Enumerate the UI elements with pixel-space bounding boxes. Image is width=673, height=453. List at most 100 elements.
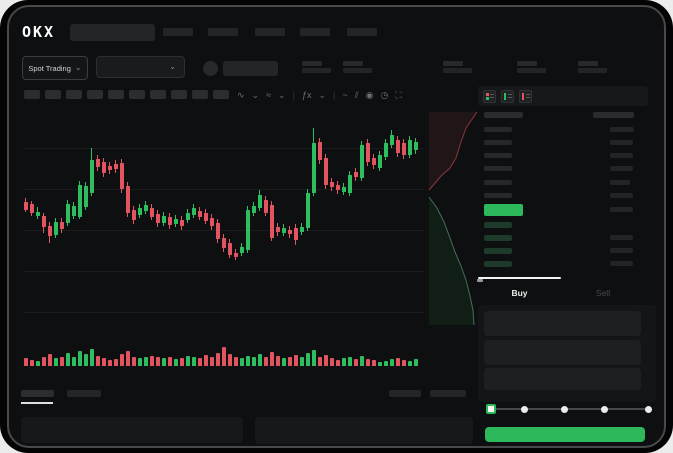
chevron-down-icon[interactable]: ⌄ xyxy=(251,89,260,100)
price-input[interactable] xyxy=(484,311,641,336)
volume-bar xyxy=(48,354,52,366)
candle xyxy=(114,164,118,169)
orderbook-row-bid[interactable] xyxy=(610,248,633,253)
okx-logo[interactable]: OKX xyxy=(22,23,56,41)
history-icon[interactable]: ◷ xyxy=(380,89,389,100)
slider-stop[interactable] xyxy=(645,406,652,413)
volume-bar xyxy=(168,357,172,366)
orderbook-row-ask[interactable] xyxy=(484,180,512,185)
volume-bar xyxy=(228,354,232,366)
orderbook-row-ask[interactable] xyxy=(610,153,633,158)
timeframe-button-placeholder[interactable] xyxy=(192,90,208,99)
trendline-icon[interactable]: ~ xyxy=(342,90,348,100)
last-price-row[interactable] xyxy=(484,204,523,216)
orderbook-row-ask[interactable] xyxy=(484,193,512,198)
screen: OKX Spot Trading ⌄ ⌄ ∿ ⌄ ≈ ⌄ | ƒx ⌄ | ~ ⫽ ◉ ◷ ⛶ xyxy=(7,5,666,448)
orderbook-row-ask[interactable] xyxy=(484,166,512,171)
candle xyxy=(132,210,136,220)
orderbook-row-bid[interactable] xyxy=(484,222,512,228)
bottom-tab[interactable] xyxy=(430,390,466,397)
nav-item-placeholder[interactable] xyxy=(255,28,285,36)
nav-item-placeholder[interactable] xyxy=(347,28,377,36)
orderbook-row-ask[interactable] xyxy=(610,166,633,171)
slider-stop[interactable] xyxy=(601,406,608,413)
orderbook-row-ask[interactable] xyxy=(610,140,633,145)
timeframe-button-placeholder[interactable] xyxy=(24,90,40,99)
orderbook-row-header[interactable] xyxy=(484,112,523,118)
timeframe-button-placeholder[interactable] xyxy=(45,90,61,99)
orderbook-row-bid[interactable] xyxy=(610,235,633,240)
amount-input[interactable] xyxy=(484,340,641,365)
slider-stop[interactable] xyxy=(561,406,568,413)
side-mark xyxy=(504,93,506,100)
line-mark xyxy=(508,97,512,98)
total-input[interactable] xyxy=(484,368,641,390)
candle xyxy=(48,226,52,236)
orderbook-row-ask[interactable] xyxy=(484,153,512,158)
orderbook-row-bid[interactable] xyxy=(484,248,512,254)
book-both-icon[interactable] xyxy=(483,90,496,103)
nav-item-placeholder[interactable] xyxy=(163,28,193,36)
candle xyxy=(192,208,196,215)
orderbook-row-ask[interactable] xyxy=(610,193,633,198)
timeframe-button-placeholder[interactable] xyxy=(87,90,103,99)
candle xyxy=(402,143,406,155)
drawing-tools-icon[interactable]: ⫽ xyxy=(354,89,359,100)
timeframe-button-placeholder[interactable] xyxy=(108,90,124,99)
nav-item-placeholder[interactable] xyxy=(300,28,330,36)
candle xyxy=(84,186,88,207)
timeframe-button-placeholder[interactable] xyxy=(171,90,187,99)
bottom-tab-active[interactable] xyxy=(21,390,54,397)
chevron-down-icon[interactable]: ⌄ xyxy=(318,89,326,100)
book-asks-icon[interactable] xyxy=(519,90,532,103)
chart-type-icon[interactable]: ∿ xyxy=(237,89,245,100)
ticker-stat xyxy=(578,61,608,73)
orderbook-row-bid[interactable] xyxy=(484,235,512,241)
search-input[interactable] xyxy=(70,24,155,41)
nav-item-placeholder[interactable] xyxy=(208,28,238,36)
candle xyxy=(210,218,214,226)
orderbook-row-ask[interactable] xyxy=(610,127,634,132)
market-type-selector[interactable]: Spot Trading ⌄ xyxy=(22,56,88,80)
chevron-down-icon[interactable]: ⌄ xyxy=(278,89,286,100)
pair-selector[interactable]: ⌄ xyxy=(96,56,185,78)
divider: | xyxy=(292,90,295,100)
orderbook-row-price[interactable] xyxy=(610,207,633,212)
slider-stop[interactable] xyxy=(521,406,528,413)
candle xyxy=(378,155,382,168)
orderbook-row-ask[interactable] xyxy=(484,127,512,132)
bottom-tab[interactable] xyxy=(389,390,421,397)
orderbook-row-bid[interactable] xyxy=(610,261,633,266)
camera-icon[interactable]: ◉ xyxy=(365,89,374,100)
volume-bar xyxy=(186,356,190,366)
amount-slider-track[interactable] xyxy=(496,408,648,410)
indicators-icon[interactable]: ƒx xyxy=(301,90,312,100)
history-panel-placeholder xyxy=(255,417,473,444)
orderbook-row-bid[interactable] xyxy=(484,261,512,267)
orderbook-row-ask[interactable] xyxy=(610,180,630,185)
line-style-icon[interactable]: ≈ xyxy=(266,90,272,100)
slider-handle[interactable] xyxy=(486,404,496,414)
chart-toolbar-icons: ∿ ⌄ ≈ ⌄ | ƒx ⌄ | ~ ⫽ ◉ ◷ ⛶ xyxy=(237,88,402,102)
tab-sell[interactable]: Sell xyxy=(595,288,611,298)
orderbook-row-ask[interactable] xyxy=(484,140,512,145)
volume-bar xyxy=(78,351,82,366)
book-bids-icon[interactable] xyxy=(501,90,514,103)
orderbook-row-header[interactable] xyxy=(593,112,634,118)
bottom-tab[interactable] xyxy=(67,390,101,397)
timeframe-button-placeholder[interactable] xyxy=(66,90,82,99)
buy-button[interactable] xyxy=(485,427,645,442)
candle xyxy=(144,205,148,211)
tab-buy[interactable]: Buy xyxy=(511,288,528,298)
timeframe-button-placeholder[interactable] xyxy=(129,90,145,99)
candle xyxy=(228,243,232,255)
volume-bar xyxy=(258,354,262,366)
active-tab-indicator xyxy=(478,277,561,279)
timeframe-button-placeholder[interactable] xyxy=(213,90,229,99)
timeframe-button-placeholder[interactable] xyxy=(150,90,166,99)
fullscreen-icon[interactable]: ⛶ xyxy=(395,89,402,100)
candle xyxy=(336,185,340,190)
candle xyxy=(354,172,358,177)
volume-bar xyxy=(102,358,106,366)
